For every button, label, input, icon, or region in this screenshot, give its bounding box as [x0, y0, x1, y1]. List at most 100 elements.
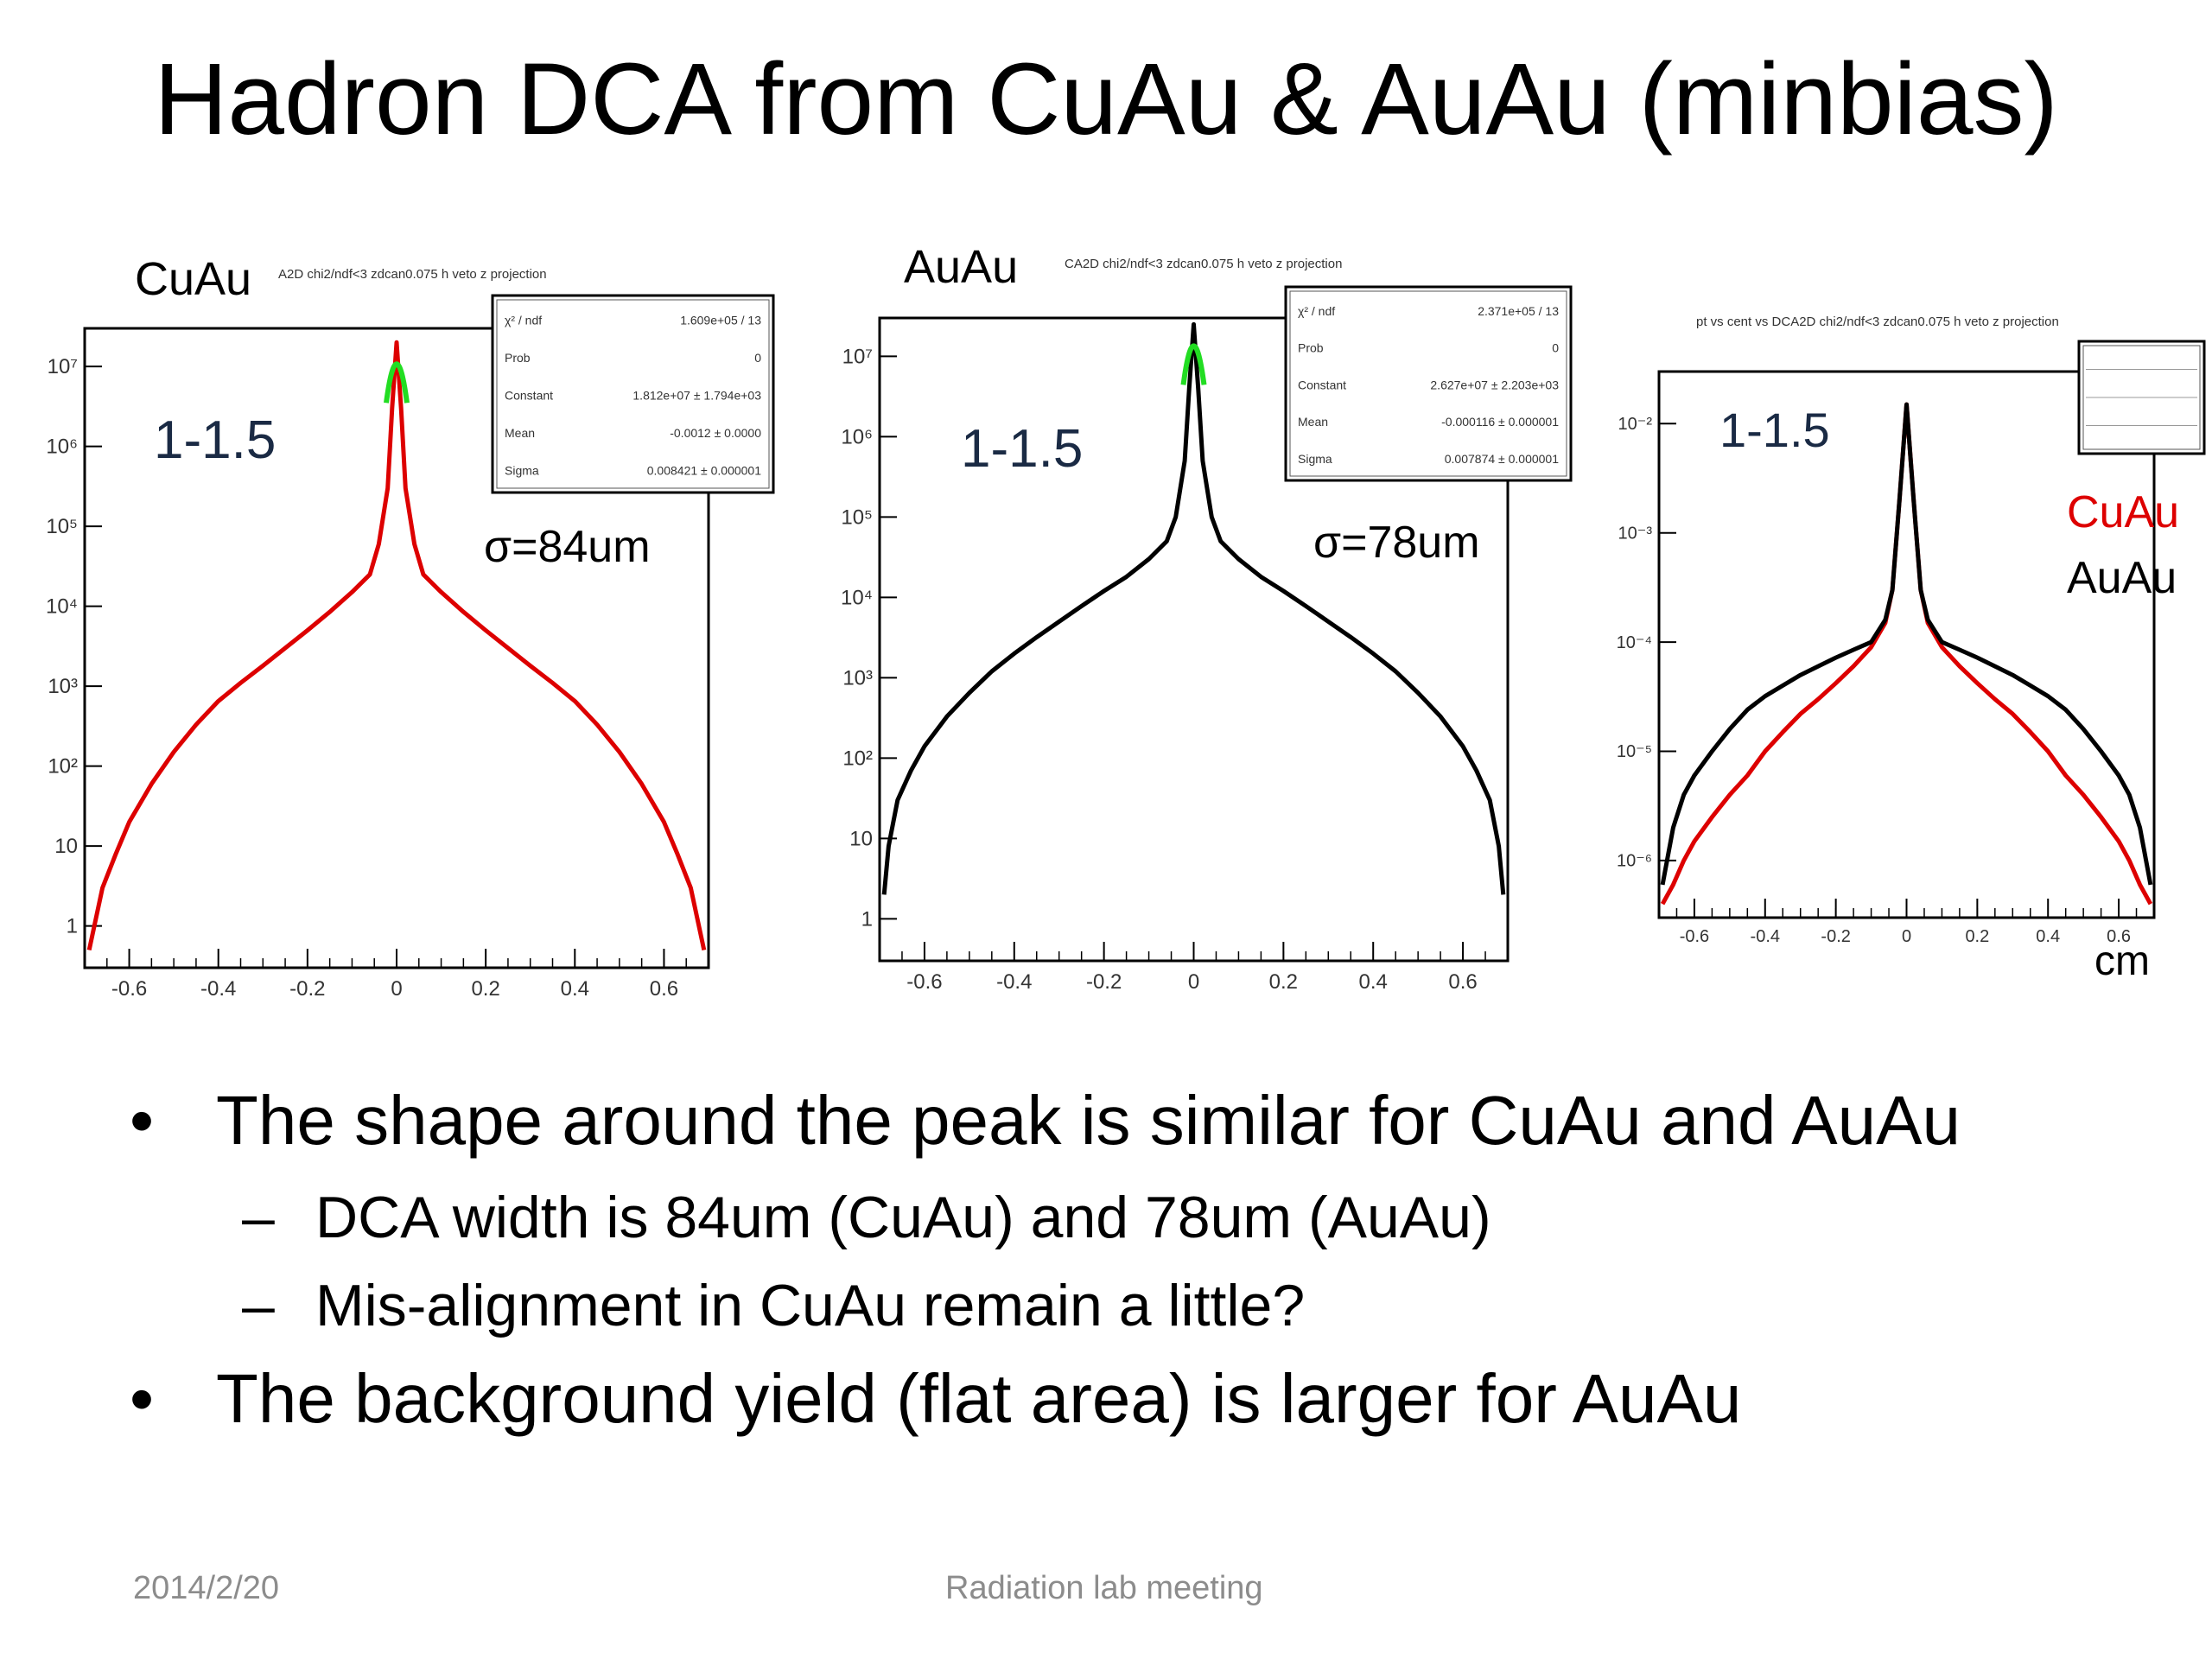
x-tick-label: 0.4 [2036, 927, 2060, 946]
y-tick-label: 10⁷ [48, 355, 78, 378]
cuau-dca-chart: -0.6 -0.4 -0.2 0 0.2 0.4 0.6 1 10 10² 10³ 10⁴ 10⁵ 10⁶… [46, 267, 775, 1001]
stats-key: Sigma [1298, 452, 1332, 466]
y-tick-label: 10⁻⁴ [1617, 633, 1652, 652]
stats-value: 0 [1552, 341, 1559, 355]
x-tick-label: -0.6 [906, 970, 942, 994]
x-tick-label: -0.4 [200, 977, 236, 1001]
comparison-dca-chart: -0.6 -0.4 -0.2 0 0.2 0.4 0.6 10⁻⁶ 10⁻⁵ 10⁻⁴ 10⁻³ 10… [1617, 315, 2206, 984]
stats-value: -0.0012 ± 0.0000 [670, 426, 761, 440]
pt-bin-label: 1-1.5 [1719, 403, 1830, 457]
bullet-item: • The shape around the peak is similar f… [130, 1080, 2117, 1161]
series-line-cuau [86, 340, 707, 951]
bullet-text: The background yield (flat area) is larg… [216, 1360, 1742, 1437]
x-tick-label: 0 [1188, 970, 1199, 994]
x-tick-label: 0 [1902, 927, 1911, 946]
stats-key: χ² / ndf [505, 313, 542, 327]
gaussian-fit-curve [1180, 343, 1207, 385]
y-tick-label: 1 [67, 915, 78, 938]
stats-key: χ² / ndf [1298, 304, 1335, 318]
y-tick-label: 10⁴ [46, 595, 78, 619]
series-line-auau [881, 321, 1506, 895]
y-tick-label: 10⁷ [842, 345, 873, 368]
x-tick-label: 0.6 [650, 977, 678, 1001]
bullet-text: The shape around the peak is similar for… [216, 1082, 1961, 1159]
pt-bin-label: 1-1.5 [154, 410, 276, 470]
y-tick-label: 1 [861, 907, 873, 931]
pt-bin-label: 1-1.5 [961, 419, 1083, 479]
stats-value: 1.609e+05 / 13 [680, 313, 761, 327]
x-tick-label: -0.2 [1821, 927, 1850, 946]
sub-bullet-text: Mis-alignment in CuAu remain a little? [315, 1273, 1306, 1338]
stats-value: 1.812e+07 ± 1.794e+03 [632, 389, 761, 403]
auau-panel-label: AuAu [904, 241, 1019, 293]
cuau-panel-label: CuAu [135, 253, 252, 305]
bullet-dot-icon: • [130, 1360, 155, 1437]
stats-value: 0.008421 ± 0.000001 [647, 464, 761, 478]
stats-value: 0.007874 ± 0.000001 [1445, 452, 1559, 466]
y-tick-label: 10⁵ [46, 515, 78, 538]
y-tick-label: 10⁻³ [1618, 524, 1653, 543]
x-tick-label: -0.2 [289, 977, 325, 1001]
y-tick-label: 10⁵ [841, 505, 873, 529]
bullet-item: • The background yield (flat area) is la… [130, 1358, 2117, 1440]
fit-stats-inner-border [1289, 290, 1567, 477]
y-tick-label: 10⁻⁵ [1617, 742, 1652, 761]
y-tick-label: 10² [48, 755, 78, 779]
gaussian-fit-curve [384, 361, 410, 404]
stats-key: Mean [1298, 415, 1328, 429]
fit-stats-inner-border [2082, 345, 2201, 450]
footer-date: 2014/2/20 [133, 1570, 280, 1606]
sigma-label: σ=78um [1313, 518, 1480, 568]
x-unit-label: cm [2094, 938, 2150, 984]
bullet-dot-icon: • [130, 1082, 155, 1159]
stats-value: 2.627e+07 ± 2.203e+03 [1430, 378, 1559, 391]
x-tick-label: 0.4 [1359, 970, 1388, 994]
plot-frame [1657, 370, 2156, 919]
bullet-list: • The shape around the peak is similar f… [130, 1080, 2117, 1452]
histogram-title: A2D chi2/ndf<3 zdcan0.075 h veto z proje… [278, 267, 547, 282]
y-tick-label: 10 [54, 835, 78, 858]
x-tick-label: 0.6 [2107, 927, 2131, 946]
sub-bullet-item: – DCA width is 84um (CuAu) and 78um (AuA… [130, 1173, 2117, 1262]
stats-value: 0 [754, 351, 761, 365]
stats-key: Constant [505, 389, 553, 403]
stats-value: 2.371e+05 / 13 [1478, 304, 1559, 318]
y-tick-label: 10⁶ [841, 425, 873, 448]
stats-key: Prob [1298, 341, 1324, 355]
x-tick-label: 0 [391, 977, 402, 1001]
x-tick-label: -0.4 [1751, 927, 1780, 946]
stats-value: -0.000116 ± 0.000001 [1441, 415, 1559, 429]
sub-bullet-text: DCA width is 84um (CuAu) and 78um (AuAu) [315, 1185, 1491, 1250]
legend-entry-auau: AuAu [2067, 553, 2177, 603]
series-line-auau [1660, 402, 2153, 886]
sub-bullet-item: – Mis-alignment in CuAu remain a little? [130, 1262, 2117, 1350]
x-tick-label: 0.6 [1448, 970, 1477, 994]
legend-entry-cuau: CuAu [2067, 487, 2179, 537]
x-tick-label: -0.6 [1680, 927, 1709, 946]
auau-dca-chart: -0.6 -0.4 -0.2 0 0.2 0.4 0.6 1 10 10² 10³ 10⁴ 10⁵ 10⁶… [841, 257, 1573, 994]
slide-title: Hadron DCA from CuAu & AuAu (minbias) [154, 42, 2058, 156]
y-tick-label: 10⁴ [841, 586, 873, 609]
stats-key: Prob [505, 351, 531, 365]
dash-icon: – [242, 1185, 275, 1250]
y-tick-label: 10³ [48, 675, 78, 698]
histogram-title: pt vs cent vs DCA2D chi2/ndf<3 zdcan0.07… [1696, 315, 2059, 329]
footer-meeting: Radiation lab meeting [945, 1570, 1263, 1606]
fit-stats-box [491, 294, 775, 494]
dash-icon: – [242, 1273, 275, 1338]
histogram-title: CA2D chi2/ndf<3 zdcan0.075 h veto z proj… [1065, 257, 1342, 271]
sigma-label: σ=84um [484, 522, 651, 572]
x-tick-label: -0.6 [111, 977, 147, 1001]
x-tick-label: -0.2 [1086, 970, 1122, 994]
y-tick-label: 10³ [842, 666, 873, 690]
y-tick-label: 10⁻⁶ [1617, 852, 1652, 871]
y-tick-label: 10⁶ [46, 435, 78, 459]
y-tick-label: 10² [842, 747, 873, 770]
stats-key: Mean [505, 426, 535, 440]
x-tick-label: 0.2 [1269, 970, 1298, 994]
x-tick-label: 0.4 [561, 977, 589, 1001]
x-tick-label: -0.4 [996, 970, 1032, 994]
y-tick-label: 10⁻² [1618, 415, 1653, 434]
y-tick-label: 10 [849, 827, 873, 850]
